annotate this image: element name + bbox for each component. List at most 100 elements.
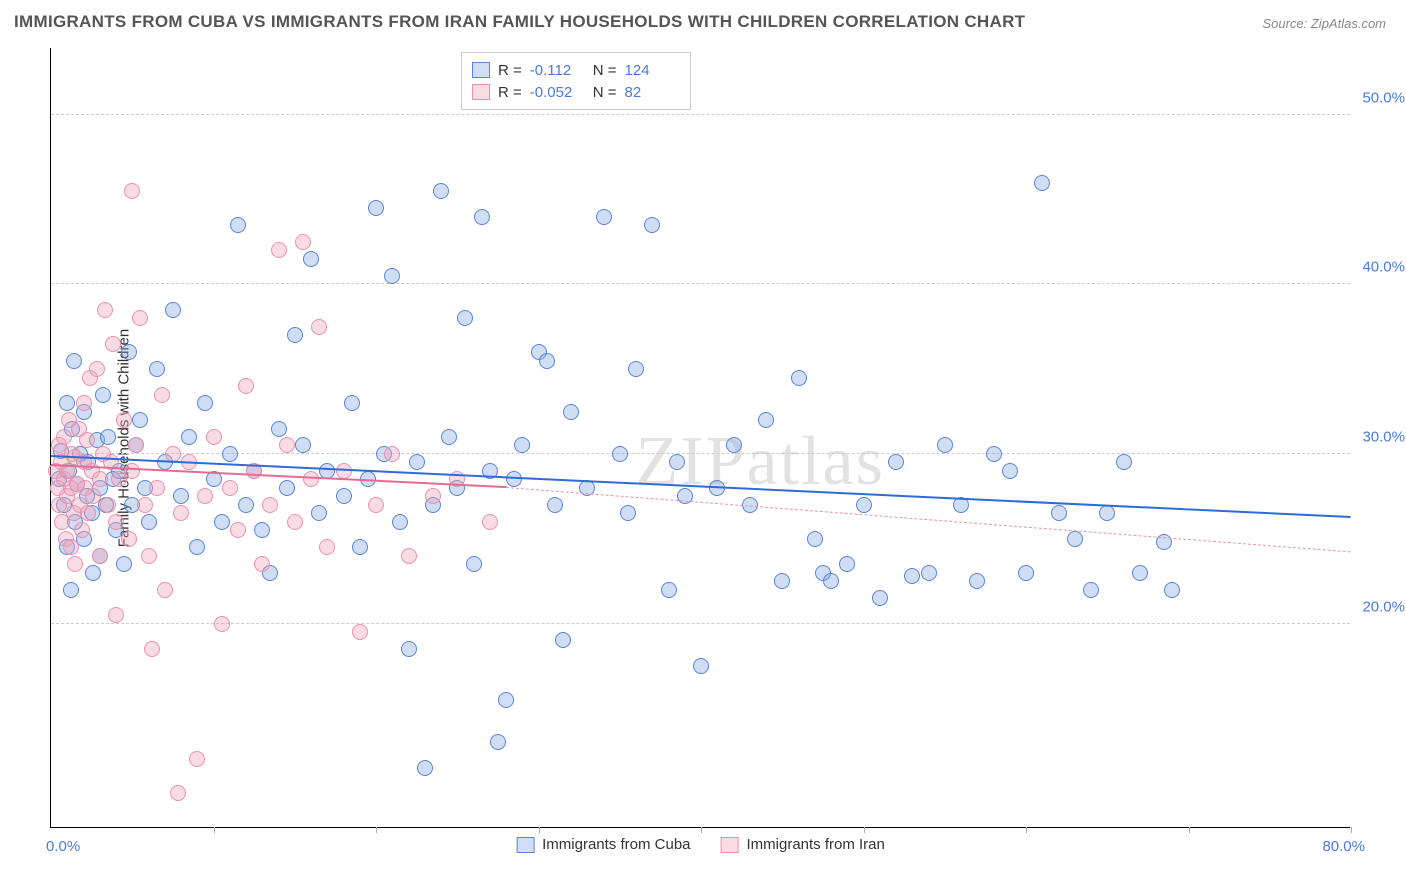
point-iran: [89, 361, 105, 377]
point-iran: [425, 488, 441, 504]
point-cuba: [59, 395, 75, 411]
x-tick: [1026, 827, 1027, 833]
point-iran: [141, 548, 157, 564]
point-cuba: [392, 514, 408, 530]
point-cuba: [181, 429, 197, 445]
y-tick-label: 40.0%: [1362, 259, 1405, 276]
stats-row-iran: R = -0.052 N = 82: [472, 81, 680, 103]
point-iran: [303, 471, 319, 487]
point-cuba: [271, 421, 287, 437]
gridline-h: [51, 283, 1350, 284]
point-cuba: [214, 514, 230, 530]
point-cuba: [311, 505, 327, 521]
point-iran: [279, 437, 295, 453]
legend-item-cuba: Immigrants from Cuba: [516, 836, 690, 853]
point-cuba: [189, 539, 205, 555]
n-value-cuba: 124: [625, 62, 680, 79]
point-iran: [222, 480, 238, 496]
point-iran: [80, 505, 96, 521]
point-cuba: [222, 446, 238, 462]
point-iran: [121, 531, 137, 547]
x-tick: [539, 827, 540, 833]
point-iran: [295, 234, 311, 250]
n-value-iran: 82: [625, 84, 680, 101]
point-cuba: [596, 209, 612, 225]
point-iran: [137, 497, 153, 513]
point-iran: [105, 336, 121, 352]
point-cuba: [230, 217, 246, 233]
point-cuba: [336, 488, 352, 504]
x-tick: [864, 827, 865, 833]
point-cuba: [1132, 565, 1148, 581]
point-cuba: [409, 454, 425, 470]
point-cuba: [539, 353, 555, 369]
legend-swatch-iran: [721, 837, 739, 853]
stats-box: R = -0.112 N = 124 R = -0.052 N = 82: [461, 52, 691, 110]
point-cuba: [628, 361, 644, 377]
point-cuba: [888, 454, 904, 470]
point-iran: [128, 437, 144, 453]
point-iran: [67, 556, 83, 572]
point-cuba: [1116, 454, 1132, 470]
n-label: N =: [593, 62, 617, 79]
point-cuba: [303, 251, 319, 267]
point-cuba: [547, 497, 563, 513]
point-iran: [92, 548, 108, 564]
point-cuba: [872, 590, 888, 606]
point-cuba: [279, 480, 295, 496]
legend-item-iran: Immigrants from Iran: [721, 836, 885, 853]
point-iran: [154, 387, 170, 403]
point-cuba: [620, 505, 636, 521]
point-cuba: [506, 471, 522, 487]
point-cuba: [823, 573, 839, 589]
point-iran: [170, 785, 186, 801]
point-cuba: [937, 437, 953, 453]
stats-row-cuba: R = -0.112 N = 124: [472, 59, 680, 81]
point-iran: [74, 522, 90, 538]
point-cuba: [669, 454, 685, 470]
point-cuba: [839, 556, 855, 572]
legend-label-cuba: Immigrants from Cuba: [542, 836, 690, 853]
point-iran: [116, 412, 132, 428]
point-cuba: [774, 573, 790, 589]
point-cuba: [969, 573, 985, 589]
point-iran: [352, 624, 368, 640]
point-cuba: [791, 370, 807, 386]
point-cuba: [254, 522, 270, 538]
point-cuba: [433, 183, 449, 199]
point-cuba: [238, 497, 254, 513]
point-iran: [108, 607, 124, 623]
point-iran: [173, 505, 189, 521]
point-cuba: [1099, 505, 1115, 521]
point-iran: [132, 310, 148, 326]
point-cuba: [807, 531, 823, 547]
point-cuba: [287, 327, 303, 343]
point-cuba: [904, 568, 920, 584]
point-cuba: [384, 268, 400, 284]
swatch-cuba: [472, 62, 490, 78]
point-cuba: [1083, 582, 1099, 598]
x-tick: [1351, 827, 1352, 833]
point-iran: [319, 539, 335, 555]
y-tick-label: 30.0%: [1362, 428, 1405, 445]
x-tick: [214, 827, 215, 833]
point-cuba: [474, 209, 490, 225]
point-cuba: [661, 582, 677, 598]
point-cuba: [100, 429, 116, 445]
point-cuba: [986, 446, 1002, 462]
point-cuba: [295, 437, 311, 453]
point-cuba: [758, 412, 774, 428]
point-iran: [311, 319, 327, 335]
point-cuba: [490, 734, 506, 750]
point-cuba: [401, 641, 417, 657]
legend-swatch-cuba: [516, 837, 534, 853]
swatch-iran: [472, 84, 490, 100]
point-iran: [271, 242, 287, 258]
point-iran: [56, 429, 72, 445]
point-cuba: [921, 565, 937, 581]
x-axis-max-label: 80.0%: [1322, 838, 1365, 855]
r-label: R =: [498, 62, 522, 79]
point-cuba: [1002, 463, 1018, 479]
plot-area: Family Households with Children ZIPatlas…: [50, 48, 1350, 828]
point-iran: [149, 480, 165, 496]
